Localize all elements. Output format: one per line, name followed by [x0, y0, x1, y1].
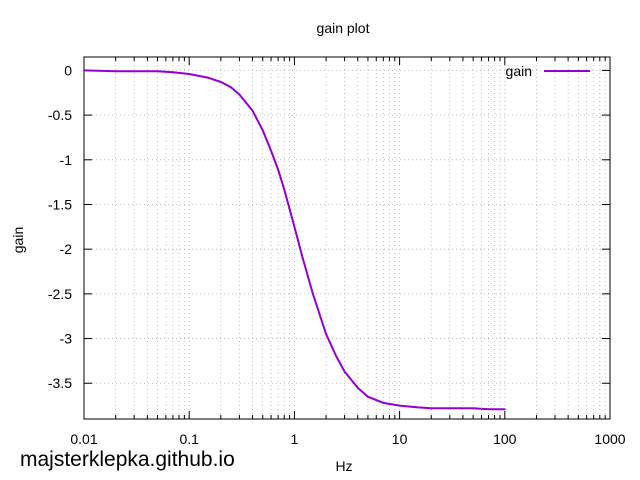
data-point	[398, 404, 401, 407]
x-tick-label: 0.01	[70, 431, 97, 447]
data-point	[503, 408, 506, 411]
legend: gain	[506, 63, 590, 79]
data-point	[487, 408, 490, 411]
data-point	[335, 355, 338, 358]
y-tick-label: -2.5	[48, 286, 72, 302]
data-point	[156, 70, 159, 73]
data-point	[277, 168, 280, 171]
plot-border	[83, 56, 611, 420]
data-point	[312, 292, 314, 295]
axis-ticks	[84, 57, 610, 419]
data-point	[382, 402, 385, 404]
series-layer	[83, 69, 506, 411]
data-point	[133, 70, 136, 73]
x-tick-label: 1	[291, 431, 299, 447]
data-point	[325, 333, 327, 335]
chart-title: gain plot	[317, 20, 370, 36]
data-point	[448, 407, 451, 410]
data-point	[219, 81, 222, 83]
legend-label-gain: gain	[506, 63, 532, 79]
y-tick-label: 0	[64, 62, 72, 78]
x-tick-label: 0.1	[179, 431, 199, 447]
x-tick-label: 1000	[594, 431, 625, 447]
data-point	[238, 93, 241, 96]
data-point	[367, 395, 369, 398]
grid-lines	[84, 57, 610, 419]
data-point	[430, 407, 433, 410]
y-axis-label: gain	[10, 227, 26, 253]
data-point	[206, 76, 209, 79]
y-tick-label: -3	[60, 331, 73, 347]
data-point	[114, 70, 117, 73]
y-tick-label: -0.5	[48, 107, 72, 123]
data-point	[417, 406, 420, 409]
data-point	[343, 370, 346, 373]
data-point	[356, 386, 359, 389]
y-tick-label: -1.5	[48, 196, 72, 212]
y-tick-label: -2	[60, 241, 73, 257]
y-tick-label: -1	[60, 152, 73, 168]
data-point	[261, 129, 264, 132]
data-point	[230, 86, 232, 89]
data-point	[270, 149, 272, 152]
x-axis-label: Hz	[335, 458, 352, 474]
data-point	[251, 109, 254, 112]
data-point	[283, 188, 286, 191]
y-tick-label: -3.5	[48, 375, 72, 391]
x-tick-label: 10	[392, 431, 408, 447]
data-point	[83, 69, 85, 72]
data-point	[293, 225, 296, 228]
data-point	[172, 71, 174, 74]
watermark-text: majsterklepka.github.io	[20, 448, 235, 471]
data-point	[301, 257, 304, 260]
data-point	[472, 407, 475, 410]
tick-labels: 0.01 0.1 1 10 100 1000 0 -0.5 -1 -1.5 -2 -2.5 -3 -3.5	[48, 62, 626, 447]
data-point	[188, 73, 191, 75]
x-tick-label: 100	[493, 431, 517, 447]
